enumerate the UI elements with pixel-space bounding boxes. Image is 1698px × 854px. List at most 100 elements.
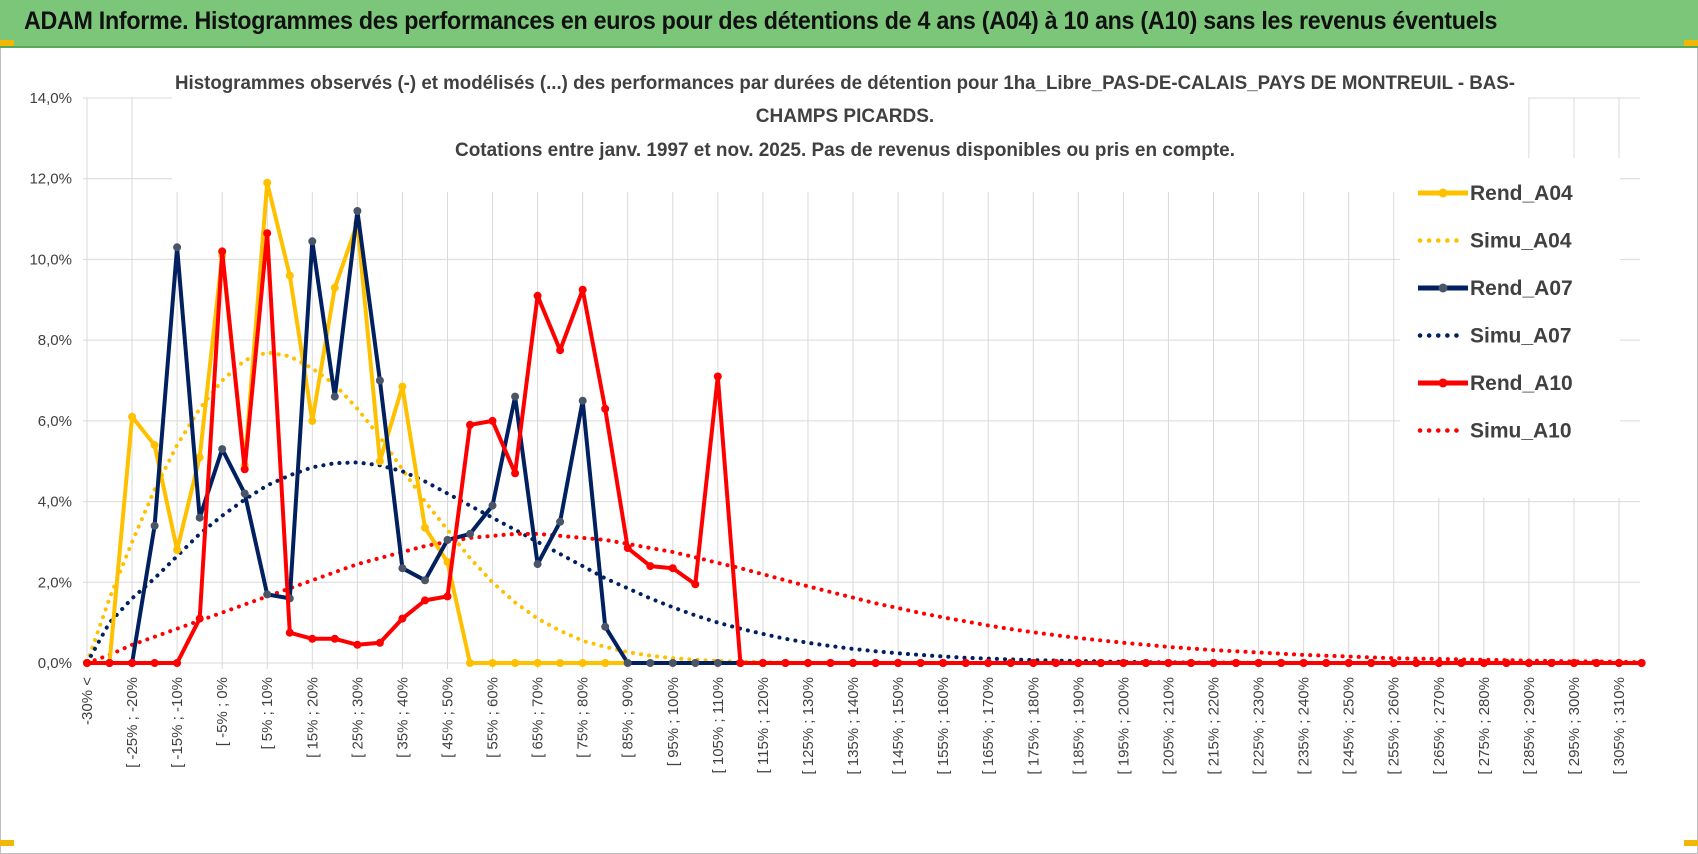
x-tick-label: [ 15% ; 20% xyxy=(304,677,321,758)
point-Rend_A10 xyxy=(173,659,182,667)
y-tick-label: 12,0% xyxy=(29,171,72,188)
y-tick-label: 8,0% xyxy=(38,332,72,349)
x-tick-label: [ 115% ; 120% xyxy=(755,677,772,773)
x-tick-label: [ 265% ; 270% xyxy=(1431,677,1448,775)
point-Rend_A10 xyxy=(398,614,407,623)
point-Rend_A10 xyxy=(466,420,474,429)
x-tick-label: [ 255% ; 260% xyxy=(1386,677,1403,775)
point-Rend_A07 xyxy=(646,659,655,667)
point-Rend_A10 xyxy=(105,659,114,667)
corner-marker-top-right xyxy=(1684,40,1698,46)
point-Rend_A10 xyxy=(330,634,339,643)
point-Rend_A07 xyxy=(691,659,700,667)
point-Rend_A07 xyxy=(263,590,272,599)
point-Rend_A10 xyxy=(1502,659,1511,667)
point-Rend_A10 xyxy=(128,659,137,667)
y-axis-ticks: 0,0% 2,0% 4,0% 6,0% 8,0% 10,0% 12,0% 14,0% xyxy=(29,90,72,672)
x-axis-ticks: -30% < [ -25% ; -20% [ -15% ; -10% [ -5% ; … xyxy=(79,677,1628,775)
point-Rend_A04 xyxy=(533,659,542,667)
point-Rend_A10 xyxy=(1209,659,1218,667)
point-Rend_A10 xyxy=(826,659,835,667)
point-Rend_A04 xyxy=(375,457,384,466)
point-Rend_A10 xyxy=(240,465,249,474)
point-Rend_A10 xyxy=(849,659,857,667)
x-tick-label: [ -5% ; 0% xyxy=(214,677,231,746)
point-Rend_A07 xyxy=(421,576,429,585)
x-tick-label: [ 225% ; 230% xyxy=(1251,677,1268,775)
x-tick-label: [ 65% ; 70% xyxy=(530,677,547,758)
point-Rend_A07 xyxy=(375,376,384,385)
x-tick-label: [ 245% ; 250% xyxy=(1341,677,1358,775)
x-tick-label: [ 5% ; 10% xyxy=(259,677,276,750)
point-Rend_A10 xyxy=(1299,659,1308,667)
point-Rend_A10 xyxy=(916,659,925,667)
x-tick-label: [ 135% ; 140% xyxy=(845,677,862,775)
line-Simu_A10 xyxy=(85,531,1644,665)
legend-label: Simu_A04 xyxy=(1470,230,1572,253)
series-Rend_A10 xyxy=(83,229,1646,667)
point-Rend_A10 xyxy=(1119,659,1128,667)
point-Rend_A04 xyxy=(330,283,339,292)
point-Rend_A07 xyxy=(488,501,497,510)
point-Rend_A04 xyxy=(173,546,182,554)
legend-item-Simu_A07: Simu_A07 xyxy=(1417,325,1572,348)
point-Rend_A07 xyxy=(195,513,204,522)
point-Rend_A10 xyxy=(1006,659,1015,667)
point-Rend_A10 xyxy=(758,659,767,667)
point-Rend_A04 xyxy=(488,659,497,667)
point-Rend_A10 xyxy=(1592,659,1601,667)
point-Rend_A10 xyxy=(218,247,227,256)
corner-marker-bottom-right xyxy=(1684,840,1698,846)
point-Rend_A10 xyxy=(1637,659,1646,667)
y-tick-label: 6,0% xyxy=(38,413,72,430)
x-tick-label: [ 105% ; 110% xyxy=(710,677,727,773)
point-Rend_A10 xyxy=(578,285,587,294)
legend-label: Rend_A10 xyxy=(1470,372,1573,395)
point-Rend_A10 xyxy=(1479,659,1488,667)
point-Rend_A10 xyxy=(1344,659,1353,667)
legend-item-Rend_A04: Rend_A04 xyxy=(1418,182,1573,205)
x-tick-label: [ 235% ; 240% xyxy=(1296,677,1313,775)
x-tick-label: [ -25% ; -20% xyxy=(124,677,141,768)
point-Rend_A10 xyxy=(285,628,294,637)
point-Rend_A10 xyxy=(984,659,993,667)
point-Rend_A07 xyxy=(240,489,249,498)
point-Rend_A04 xyxy=(556,659,565,667)
line-Simu_A07 xyxy=(85,460,1644,665)
legend-item-Rend_A07: Rend_A07 xyxy=(1418,277,1573,300)
point-Rend_A04 xyxy=(263,178,272,187)
chart-title-line-1: Histogrammes observés (-) et modélisés (… xyxy=(175,73,1515,94)
x-tick-label: [ 285% ; 290% xyxy=(1521,677,1538,775)
legend-label: Rend_A04 xyxy=(1470,182,1573,205)
point-Rend_A10 xyxy=(1547,659,1556,667)
point-Rend_A10 xyxy=(1322,659,1331,667)
point-Rend_A07 xyxy=(511,392,520,401)
x-tick-label: [ -15% ; -10% xyxy=(169,677,186,768)
x-tick-label: [ 125% ; 130% xyxy=(800,677,817,775)
legend-label: Simu_A07 xyxy=(1470,325,1572,348)
point-Rend_A10 xyxy=(1074,659,1083,667)
point-Rend_A10 xyxy=(646,562,655,571)
point-Rend_A10 xyxy=(1434,659,1443,667)
x-tick-label: [ 185% ; 190% xyxy=(1070,677,1087,775)
point-Rend_A10 xyxy=(1412,659,1421,667)
point-Rend_A07 xyxy=(601,622,610,631)
point-Rend_A10 xyxy=(488,416,497,425)
point-Rend_A10 xyxy=(894,659,903,667)
point-Rend_A10 xyxy=(1570,659,1578,667)
point-Rend_A10 xyxy=(939,659,948,667)
point-Rend_A07 xyxy=(533,560,542,569)
x-tick-label: [ 25% ; 30% xyxy=(349,677,366,758)
point-Rend_A07 xyxy=(308,237,317,246)
point-Rend_A10 xyxy=(195,614,204,623)
point-Rend_A07 xyxy=(218,445,227,454)
series-Simu_A10 xyxy=(85,531,1644,665)
point-Rend_A10 xyxy=(1164,659,1173,667)
x-tick-label: [ 45% ; 50% xyxy=(439,677,456,758)
point-Rend_A07 xyxy=(150,521,159,530)
point-Rend_A07 xyxy=(466,529,474,538)
legend-item-Simu_A10: Simu_A10 xyxy=(1417,420,1572,443)
point-Rend_A07 xyxy=(398,564,407,573)
corner-marker-top-left xyxy=(0,40,14,46)
point-Rend_A07 xyxy=(623,659,632,667)
